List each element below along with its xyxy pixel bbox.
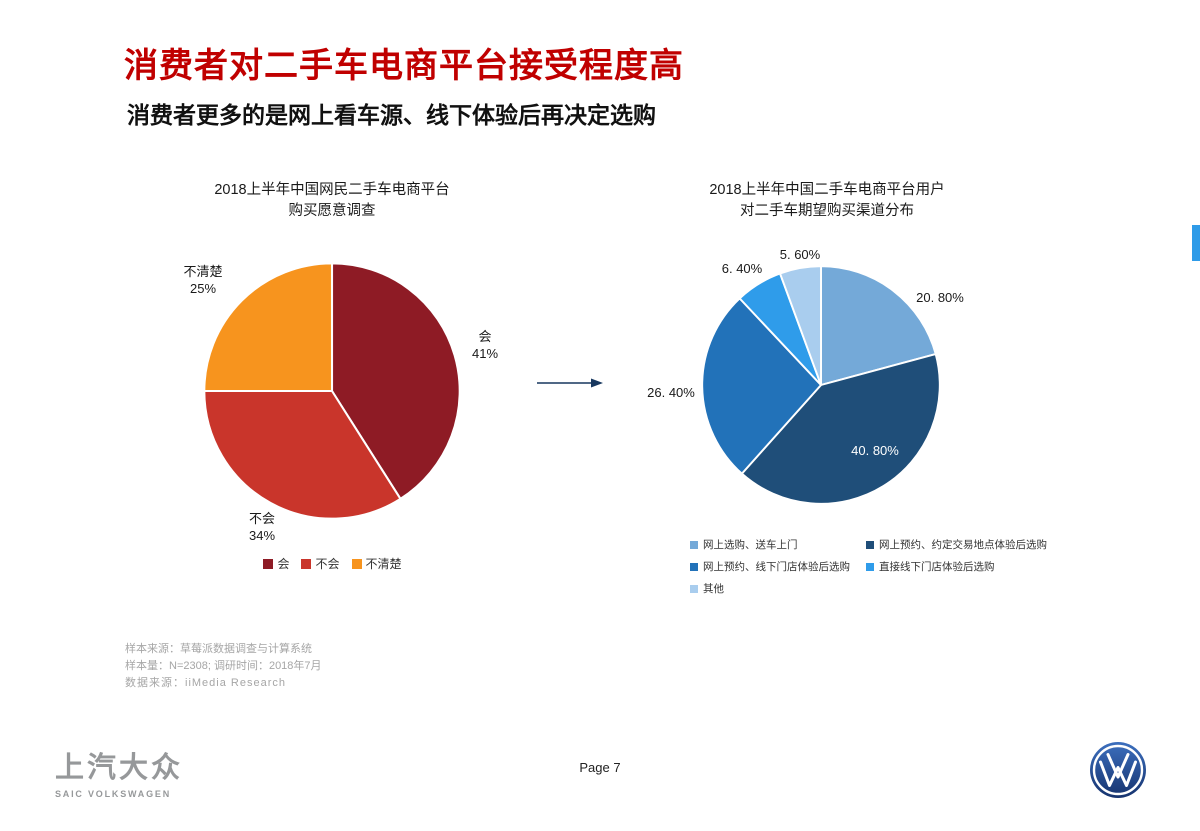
edge-accent-bar [1192,225,1200,261]
legend-swatch [866,540,874,549]
slide-title: 消费者对二手车电商平台接受程度高 [124,47,684,85]
pie1-label-yes-pct: 41% [471,346,499,361]
pie2-label-online-delivery-pct: 20. 80% [916,290,964,305]
legend-swatch [690,584,698,593]
pie1-title-line2: 购买愿意调查 [288,203,376,219]
legend-label: 其他 [703,583,724,595]
pie1-legend: 会 不会 不清楚 [150,555,515,572]
pie1-label-yes: 会 41% [455,328,515,362]
saic-volkswagen-logo: 上汽大众 SAIC VOLKSWAGEN [55,744,183,799]
legend-swatch [690,562,698,571]
pie2-title: 2018上半年中国二手车电商平台用户 对二手车期望购买渠道分布 [637,180,1017,222]
source-notes: 样本来源：草莓派数据调查与计算系统 样本量：N=2308; 调研时间：2018年… [125,641,322,692]
source-note-sample-size: 样本量：N=2308; 调研时间：2018年7月 [125,660,322,672]
pie1-title-line1: 2018上半年中国网民二手车电商平台 [214,182,450,198]
legend-label: 直接线下门店体验后选购 [879,561,995,573]
pie-slice-2 [203,262,334,393]
pie1-label-yes-name: 会 [478,329,492,344]
pie1-legend-item-no: 不会 [301,555,340,572]
brand-name-cn: 上汽大众 [55,752,184,784]
pie2-legend-item-3: 直接线下门店体验后选购 [866,559,1047,574]
pie1-legend-item-unclear: 不清楚 [351,555,402,572]
source-note-sample-source: 样本来源：草莓派数据调查与计算系统 [125,643,312,655]
pie-slice-1 [203,389,402,520]
legend-label: 不清楚 [365,557,402,571]
pie2-legend-item-0: 网上选购、送车上门 [690,537,850,552]
pie2-legend-item-2: 网上预约、线下门店体验后选购 [690,559,850,574]
pie2-title-line1: 2018上半年中国二手车电商平台用户 [709,182,945,198]
pie1-legend-item-yes: 会 [263,555,289,572]
pie1-label-no-name: 不会 [248,511,275,526]
pie2-legend-item-4: 其他 [690,581,850,596]
legend-swatch [301,558,312,569]
slide-subtitle: 消费者更多的是网上看车源、线下体验后再决定选购 [127,102,656,128]
pie2-legend-item-1: 网上预约、约定交易地点体验后选购 [866,537,1047,552]
pie1-label-unclear-name: 不清楚 [183,264,223,279]
pie2-label-online-meet-pct: 40. 80% [851,443,899,458]
pie2-label-online-store-pct: 26. 40% [647,385,695,400]
pie-slice-1 [740,352,941,505]
pie-slice-0 [820,265,937,387]
pie2-label-direct-pct: 6. 40% [721,261,763,276]
source-note-data-source: 数据来源：iiMedia Research [125,677,286,689]
legend-swatch [690,540,698,549]
pie1-label-unclear: 不清楚 25% [163,263,243,297]
pie-slice-4 [778,265,822,386]
pie2-title-line2: 对二手车期望购买渠道分布 [740,203,914,219]
legend-label: 网上预约、约定交易地点体验后选购 [879,539,1047,551]
pie-chart-channel-distribution [701,265,941,505]
legend-label: 网上选购、送车上门 [703,539,798,551]
legend-label: 会 [277,557,290,571]
arrow-icon [536,376,604,395]
legend-label: 不会 [315,557,340,571]
pie1-label-no-pct: 34% [248,528,276,543]
vw-logo-icon [1089,741,1147,799]
legend-swatch [351,558,362,569]
pie1-title: 2018上半年中国网民二手车电商平台 购买愿意调查 [142,180,522,222]
pie2-legend: 网上选购、送车上门 网上预约、约定交易地点体验后选购 网上预约、线下门店体验后选… [690,537,1047,596]
pie1-label-unclear-pct: 25% [189,281,217,296]
legend-swatch [263,558,274,569]
pie1-label-no: 不会 34% [230,510,294,544]
pie-chart-purchase-willingness [203,262,461,520]
brand-name-en: SAIC VOLKSWAGEN [55,789,172,799]
pie-slice-2 [701,297,823,475]
legend-label: 网上预约、线下门店体验后选购 [703,561,850,573]
pie2-label-other-pct: 5. 60% [779,247,821,262]
legend-swatch [866,562,874,571]
page-number: Page 7 [579,760,621,775]
